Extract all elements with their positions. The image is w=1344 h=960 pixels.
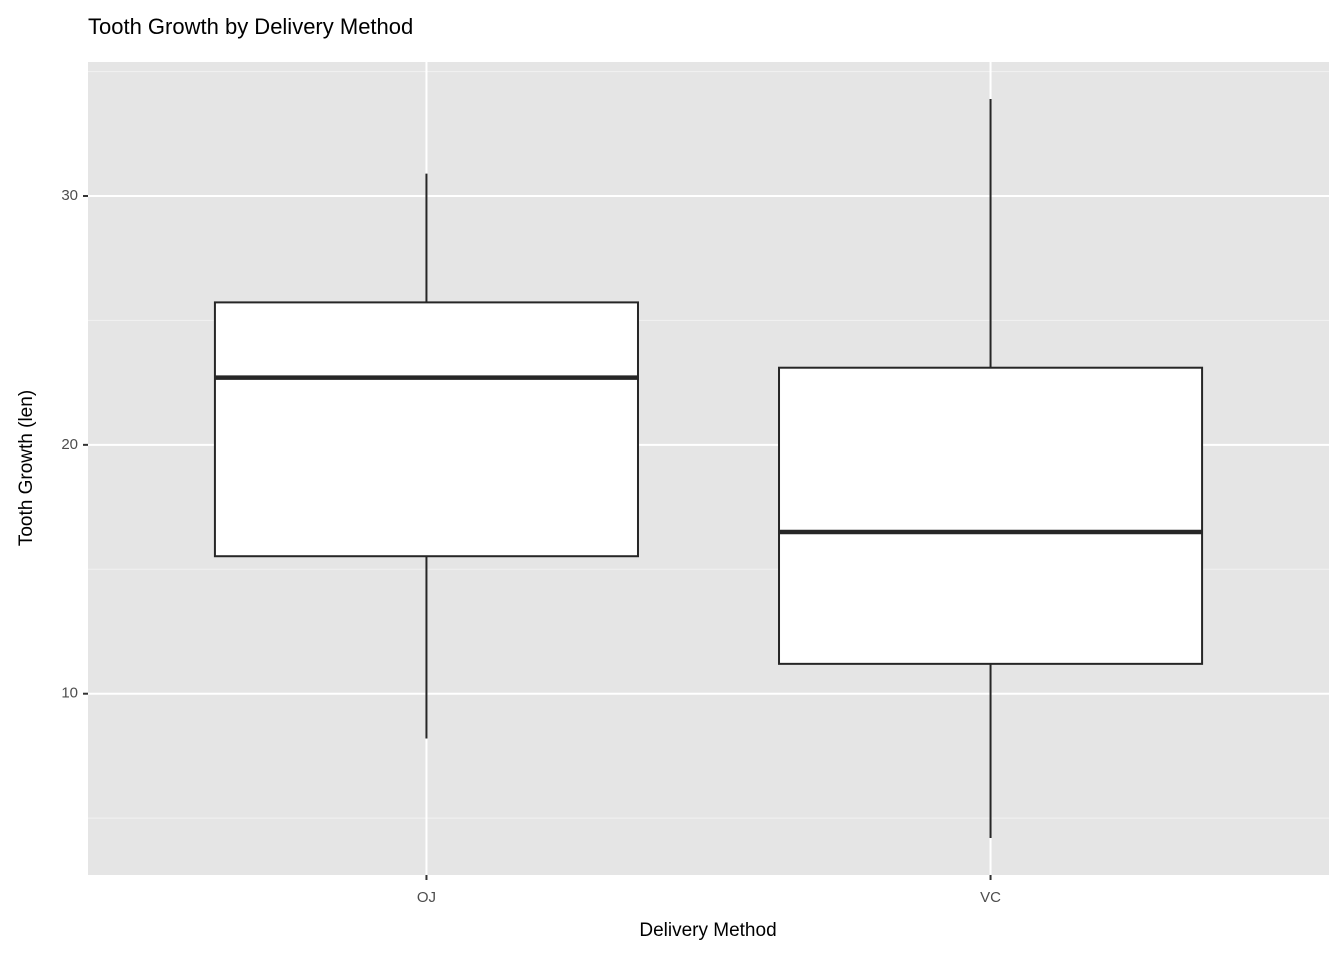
x-tick-label: OJ	[417, 889, 436, 906]
y-axis-label: Tooth Growth (len)	[16, 390, 37, 546]
x-tick-label: VC	[980, 889, 1001, 906]
x-axis-label: Delivery Method	[639, 920, 776, 941]
y-tick-label: 10	[61, 685, 78, 702]
box	[213, 301, 639, 558]
chart-title: Tooth Growth by Delivery Method	[88, 14, 413, 39]
y-tick-label: 20	[61, 436, 78, 453]
y-tick-label: 30	[61, 187, 78, 204]
box	[778, 366, 1204, 665]
